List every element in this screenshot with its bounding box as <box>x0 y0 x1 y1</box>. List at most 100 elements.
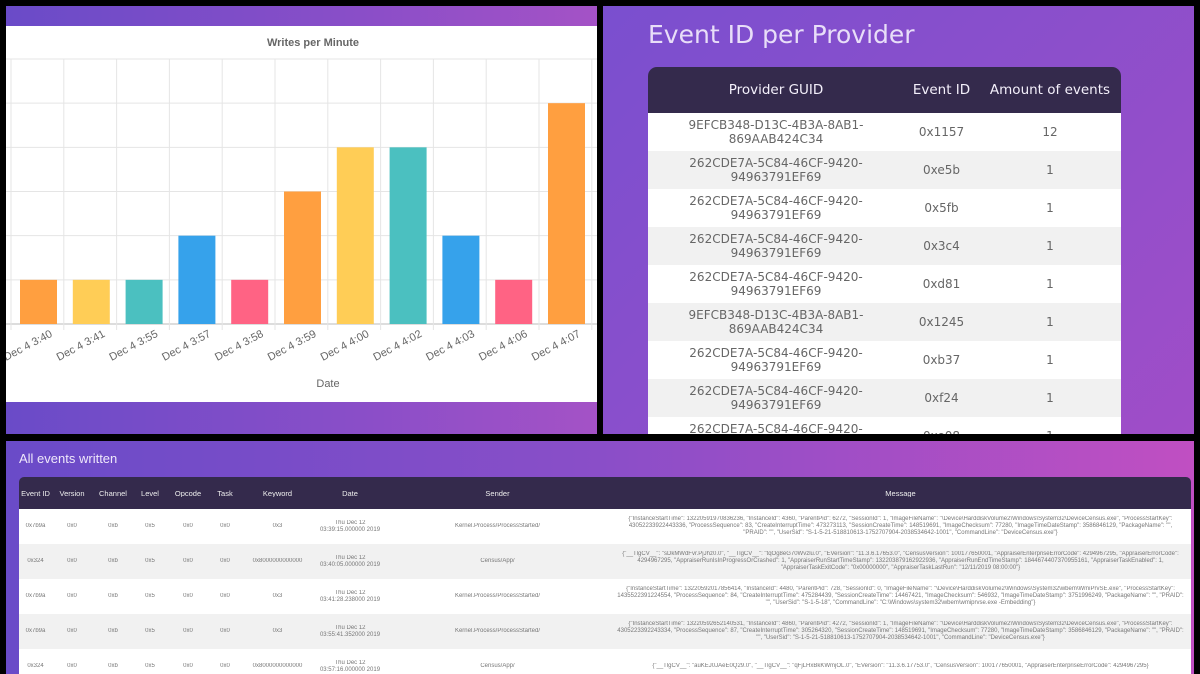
chart-bar[interactable] <box>125 279 163 324</box>
table-row: 262CDE7A-5C84-46CF-9420-94963791EF69 0xe5… <box>648 151 1121 189</box>
provider-guid-cell: 262CDE7A-5C84-46CF-9420-94963791EF69 <box>689 156 863 184</box>
provider-table-header: Provider GUID Event ID Amount of events <box>648 67 1121 113</box>
table-row: 9EFCB348-D13C-4B3A-8AB1-869AAB424C34 0x11… <box>648 113 1121 151</box>
column-header-level[interactable]: Level <box>141 489 159 497</box>
provider-guid-cell: 262CDE7A-5C84-46CF-9420-94963791EF69 <box>689 384 863 412</box>
opcode-cell: 0x0 <box>183 523 193 529</box>
event-id-cell: 0xb37 <box>922 353 961 367</box>
chart-bar[interactable] <box>389 147 427 324</box>
table-row: 262CDE7A-5C84-46CF-9420-94963791EF69 0xf2… <box>648 379 1121 417</box>
provider-guid-cell: 262CDE7A-5C84-46CF-9420-94963791EF69 <box>689 270 863 298</box>
chart-bar[interactable] <box>495 279 533 324</box>
column-header-sender[interactable]: Sender <box>485 489 510 497</box>
events-table-header: Event ID Version Channel Level Opcode Ta… <box>19 477 1191 509</box>
chart-x-axis-label: Date <box>316 378 339 390</box>
provider-guid-cell: 9EFCB348-D13C-4B3A-8AB1-869AAB424C34 <box>688 308 864 336</box>
keyword-cell: 0x3 <box>272 628 283 634</box>
column-header-provider-guid[interactable]: Provider GUID <box>728 82 824 98</box>
task-cell: 0x0 <box>220 523 230 529</box>
amount-cell: 1 <box>1046 239 1054 253</box>
x-tick-label: Dec 4 3:55 <box>107 328 160 364</box>
level-cell: 0x5 <box>145 628 155 634</box>
provider-guid-cell: 262CDE7A-5C84-46CF-9420-94963791EF69 <box>689 346 863 374</box>
provider-guid-cell: 262CDE7A-5C84-46CF-9420-94963791EF69 <box>689 232 863 260</box>
provider-guid-cell: 262CDE7A-5C84-46CF-9420-94963791EF69 <box>689 422 863 434</box>
chart-bar[interactable] <box>442 235 480 324</box>
table-row: 262CDE7A-5C84-46CF-9420-94963791EF69 0x5f… <box>648 189 1121 227</box>
chart-bar[interactable] <box>72 279 110 324</box>
column-header-message[interactable]: Message <box>885 489 916 497</box>
level-cell: 0x5 <box>145 558 155 564</box>
date-cell: Thu Dec 12 03:39:15.000000 2019 <box>319 519 381 533</box>
table-row: 0x7b9a 0x0 0xb 0x5 0x0 0x0 0x3 Thu Dec 12 03:55… <box>19 614 1191 649</box>
sender-cell: Kernel.Process/ProcessStarted/ <box>454 628 541 634</box>
opcode-cell: 0x0 <box>183 558 193 564</box>
provider-table: Provider GUID Event ID Amount of events … <box>648 67 1121 434</box>
task-cell: 0x0 <box>220 628 230 634</box>
column-header-date[interactable]: Date <box>342 489 358 497</box>
column-header-channel[interactable]: Channel <box>99 489 127 497</box>
chart-bar[interactable] <box>336 147 374 324</box>
column-header-keyword[interactable]: Keyword <box>262 489 293 497</box>
column-header-event-id[interactable]: Event ID <box>912 82 971 98</box>
table-row: 0x324 0x0 0xb 0x5 0x0 0x0 0x8000000000000 Thu D… <box>19 544 1191 579</box>
x-tick-label: Dec 4 4:00 <box>319 328 372 364</box>
keyword-cell: 0x3 <box>272 593 283 599</box>
message-cell: {"__TlgCV__": "sDkMWdFvr.PjJhz0.0", "__T… <box>622 551 1179 571</box>
opcode-cell: 0x0 <box>183 628 193 634</box>
event-id-cell: 0xf24 <box>924 391 959 405</box>
sender-cell: Census/App/ <box>480 663 515 669</box>
chart-bar[interactable] <box>20 279 57 324</box>
level-cell: 0x5 <box>145 663 155 669</box>
chart-panel: Dec 4 3:40 Dec 4 3:41 Dec 4 3:55 Dec 4 3:57… <box>6 6 597 434</box>
table-row: 262CDE7A-5C84-46CF-9420-94963791EF69 0xe0… <box>648 417 1121 434</box>
x-tick-label: Dec 4 4:02 <box>371 328 424 364</box>
chart-bar[interactable] <box>231 279 269 324</box>
amount-cell: 1 <box>1046 315 1054 329</box>
x-tick-label: Dec 4 3:40 <box>6 328 54 364</box>
version-cell: 0x0 <box>67 558 77 564</box>
message-cell: {"InstanceStartTime": 13220591970836236,… <box>628 516 1173 536</box>
version-cell: 0x0 <box>67 593 77 599</box>
table-row: 262CDE7A-5C84-46CF-9420-94963791EF69 0xb3… <box>648 341 1121 379</box>
channel-cell: 0xb <box>108 523 118 529</box>
x-tick-label: Dec 4 3:41 <box>55 328 108 364</box>
event-id-cell: 0xd81 <box>922 277 961 291</box>
table-row: 0x7b9a 0x0 0xb 0x5 0x0 0x0 0x3 Thu Dec 12 03:41… <box>19 579 1191 614</box>
column-header-opcode[interactable]: Opcode <box>174 489 202 497</box>
channel-cell: 0xb <box>108 558 118 564</box>
event-id-cell: 0x7b9a <box>25 628 46 634</box>
x-tick-label: Dec 4 4:03 <box>424 328 477 364</box>
level-cell: 0x5 <box>145 593 155 599</box>
event-id-cell: 0x5fb <box>924 201 959 215</box>
sender-cell: Census/App/ <box>480 558 515 564</box>
column-header-event-id[interactable]: Event ID <box>21 489 50 497</box>
chart-bar[interactable] <box>178 235 216 324</box>
channel-cell: 0xb <box>108 628 118 634</box>
event-id-cell: 0x1157 <box>918 125 965 139</box>
column-header-version[interactable]: Version <box>59 489 85 497</box>
events-panel-title: All events written <box>19 451 118 466</box>
event-id-cell: 0x7b9a <box>25 593 46 599</box>
amount-cell: 1 <box>979 429 1121 434</box>
version-cell: 0x0 <box>67 628 77 634</box>
event-id-cell: 0xe08 <box>904 429 979 434</box>
date-cell: Thu Dec 12 03:40:05.000000 2019 <box>319 554 381 568</box>
column-header-task[interactable]: Task <box>217 489 233 497</box>
x-tick-label: Dec 4 4:07 <box>530 328 583 364</box>
provider-panel: Event ID per Provider Provider GUID Even… <box>603 6 1194 434</box>
writes-per-minute-chart: Dec 4 3:40 Dec 4 3:41 Dec 4 3:55 Dec 4 3:57… <box>6 37 597 390</box>
amount-cell: 1 <box>1046 163 1054 177</box>
event-id-cell: 0x3c4 <box>923 239 960 253</box>
column-header-amount[interactable]: Amount of events <box>989 82 1111 98</box>
table-row: 9EFCB348-D13C-4B3A-8AB1-869AAB424C34 0x12… <box>648 303 1121 341</box>
message-cell: {"InstanceStartTime": 13220592017856414,… <box>617 586 1184 606</box>
chart-bar[interactable] <box>284 191 321 325</box>
chart-bar[interactable] <box>548 103 585 325</box>
sender-cell: Kernel.Process/ProcessStarted/ <box>454 593 541 599</box>
channel-cell: 0xb <box>108 593 118 599</box>
event-id-cell: 0x1245 <box>918 315 965 329</box>
task-cell: 0x0 <box>220 558 230 564</box>
amount-cell: 12 <box>1042 125 1058 139</box>
keyword-cell: 0x3 <box>272 523 283 529</box>
